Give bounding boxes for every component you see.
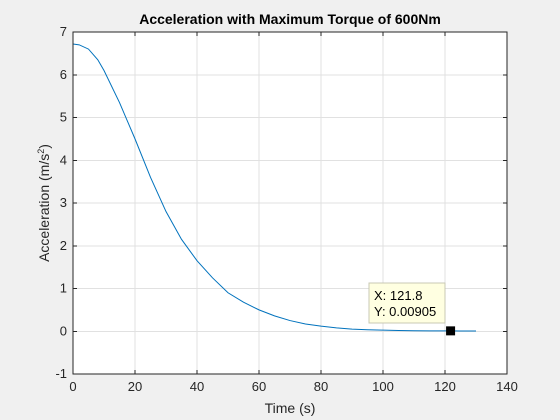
x-tick-label: 120 [434, 379, 456, 394]
x-tick-label: 60 [252, 379, 266, 394]
x-tick-label: 0 [69, 379, 76, 394]
data-tip[interactable]: X: 121.8 Y: 0.00905 [368, 282, 456, 336]
axis-ticks [72, 31, 508, 375]
datatip-y: Y: 0.00905 [374, 304, 436, 319]
y-tick-label: 4 [60, 152, 67, 167]
y-axis-label-close: ) [36, 144, 52, 149]
y-tick-label: 2 [60, 238, 67, 253]
x-tick-label: 80 [314, 379, 328, 394]
x-axis-label: Time (s) [265, 400, 316, 416]
y-axis-label: Acceleration (m/s2) [36, 144, 52, 262]
y-tick-label: 5 [60, 110, 67, 125]
y-tick-label: 6 [60, 67, 67, 82]
x-tick-label: 20 [128, 379, 142, 394]
x-tick-label: 40 [190, 379, 204, 394]
datatip-marker[interactable] [446, 326, 456, 336]
y-tick-label: 0 [60, 323, 67, 338]
datatip-box [368, 282, 446, 324]
y-tick-label: 7 [60, 24, 67, 39]
y-axis-label-sup: 2 [36, 149, 46, 154]
datatip-x: X: 121.8 [374, 288, 422, 303]
y-tick-label: 1 [60, 281, 67, 296]
x-tick-label: 140 [496, 379, 518, 394]
y-tick-label: -1 [55, 366, 67, 381]
x-tick-label: 100 [372, 379, 394, 394]
y-axis-label-main: Acceleration (m/s [36, 154, 52, 262]
chart-title: Acceleration with Maximum Torque of 600N… [139, 11, 441, 27]
y-tick-label: 3 [60, 195, 67, 210]
acceleration-series-line [72, 43, 477, 332]
